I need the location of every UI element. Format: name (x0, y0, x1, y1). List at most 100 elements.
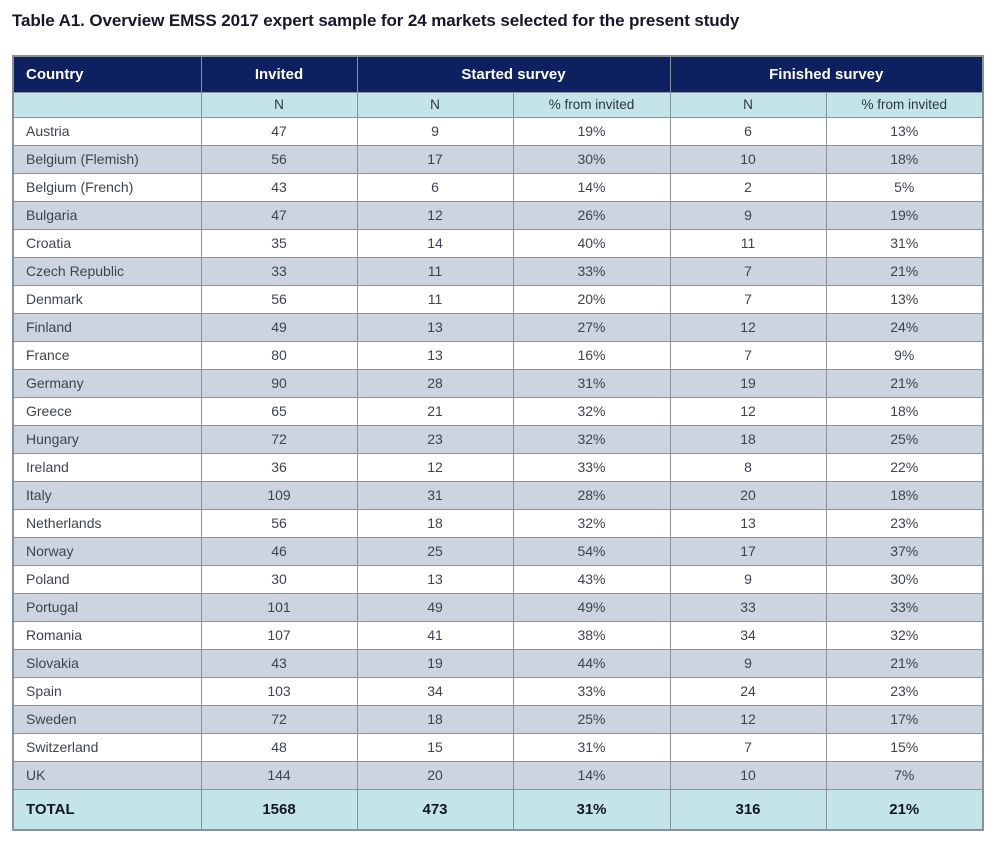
emss-expert-sample-table: Country Invited Started survey Finished … (12, 55, 984, 831)
invited-n-cell: 65 (200, 396, 358, 426)
started-pct-cell: 26% (512, 200, 671, 230)
invited-n-cell: 48 (200, 732, 358, 762)
country-cell: Germany (12, 368, 202, 398)
finished-pct-cell: 18% (825, 144, 984, 174)
table-row: Germany 90 28 31% 19 21% (12, 368, 984, 398)
country-cell: UK (12, 760, 202, 790)
finished-pct-cell: 19% (825, 200, 984, 230)
finished-pct-cell: 18% (825, 480, 984, 510)
finished-pct-cell: 18% (825, 396, 984, 426)
country-cell: Poland (12, 564, 202, 594)
finished-n-cell: 20 (669, 480, 827, 510)
started-n-cell: 12 (356, 200, 514, 230)
invited-n-cell: 72 (200, 424, 358, 454)
finished-pct-cell: 25% (825, 424, 984, 454)
started-n-cell: 15 (356, 732, 514, 762)
invited-n-cell: 109 (200, 480, 358, 510)
invited-n-cell: 47 (200, 116, 358, 146)
finished-pct-cell: 15% (825, 732, 984, 762)
finished-n-cell: 34 (669, 620, 827, 650)
header-invited: Invited (200, 55, 358, 93)
invited-n-cell: 43 (200, 648, 358, 678)
table-row: Italy 109 31 28% 20 18% (12, 480, 984, 510)
finished-n-cell: 24 (669, 676, 827, 706)
country-cell: Bulgaria (12, 200, 202, 230)
finished-pct-cell: 13% (825, 284, 984, 314)
started-n-cell: 23 (356, 424, 514, 454)
finished-n-cell: 13 (669, 508, 827, 538)
country-cell: Finland (12, 312, 202, 342)
started-pct-cell: 33% (512, 452, 671, 482)
table-row: Spain 103 34 33% 24 23% (12, 676, 984, 706)
finished-n-cell: 17 (669, 536, 827, 566)
invited-n-cell: 144 (200, 760, 358, 790)
country-cell: Norway (12, 536, 202, 566)
table-row: Switzerland 48 15 31% 7 15% (12, 732, 984, 762)
table-row: Austria 47 9 19% 6 13% (12, 116, 984, 146)
finished-pct-cell: 33% (825, 592, 984, 622)
total-started-pct-cell: 31% (512, 788, 671, 831)
table-row: Romania 107 41 38% 34 32% (12, 620, 984, 650)
group-header-row: Country Invited Started survey Finished … (12, 55, 984, 93)
started-n-cell: 9 (356, 116, 514, 146)
sub-header-row: N N % from invited N % from invited (12, 91, 984, 118)
total-finished-n-cell: 316 (669, 788, 827, 831)
invited-n-cell: 33 (200, 256, 358, 286)
finished-n-cell: 9 (669, 648, 827, 678)
invited-n-cell: 90 (200, 368, 358, 398)
finished-pct-cell: 23% (825, 508, 984, 538)
finished-pct-cell: 31% (825, 228, 984, 258)
started-pct-cell: 31% (512, 732, 671, 762)
started-pct-cell: 14% (512, 760, 671, 790)
started-n-cell: 14 (356, 228, 514, 258)
finished-n-cell: 33 (669, 592, 827, 622)
finished-n-cell: 6 (669, 116, 827, 146)
started-pct-cell: 43% (512, 564, 671, 594)
table-row: Norway 46 25 54% 17 37% (12, 536, 984, 566)
invited-n-cell: 103 (200, 676, 358, 706)
country-cell: France (12, 340, 202, 370)
table-title: Table A1. Overview EMSS 2017 expert samp… (12, 11, 740, 30)
started-pct-cell: 19% (512, 116, 671, 146)
finished-pct-cell: 17% (825, 704, 984, 734)
invited-n-cell: 56 (200, 144, 358, 174)
finished-n-cell: 10 (669, 144, 827, 174)
started-n-cell: 28 (356, 368, 514, 398)
table-row: Finland 49 13 27% 12 24% (12, 312, 984, 342)
table-row: Netherlands 56 18 32% 13 23% (12, 508, 984, 538)
started-n-cell: 11 (356, 256, 514, 286)
subheader-started-n: N (356, 91, 514, 118)
country-cell: Austria (12, 116, 202, 146)
table-row: Ireland 36 12 33% 8 22% (12, 452, 984, 482)
finished-n-cell: 18 (669, 424, 827, 454)
started-pct-cell: 30% (512, 144, 671, 174)
finished-n-cell: 12 (669, 312, 827, 342)
country-cell: Netherlands (12, 508, 202, 538)
invited-n-cell: 80 (200, 340, 358, 370)
total-finished-pct-cell: 21% (825, 788, 984, 831)
started-n-cell: 12 (356, 452, 514, 482)
invited-n-cell: 47 (200, 200, 358, 230)
finished-n-cell: 11 (669, 228, 827, 258)
started-pct-cell: 54% (512, 536, 671, 566)
table-row: Sweden 72 18 25% 12 17% (12, 704, 984, 734)
started-n-cell: 18 (356, 704, 514, 734)
started-pct-cell: 38% (512, 620, 671, 650)
header-finished-survey: Finished survey (669, 55, 984, 93)
started-pct-cell: 40% (512, 228, 671, 258)
started-pct-cell: 27% (512, 312, 671, 342)
country-cell: Greece (12, 396, 202, 426)
country-cell: Sweden (12, 704, 202, 734)
subheader-finished-pct: % from invited (825, 91, 984, 118)
started-n-cell: 34 (356, 676, 514, 706)
table-body: Austria 47 9 19% 6 13% Belgium (Flemish)… (12, 116, 984, 790)
started-pct-cell: 32% (512, 508, 671, 538)
total-label-cell: TOTAL (12, 788, 202, 831)
table-row: Slovakia 43 19 44% 9 21% (12, 648, 984, 678)
started-n-cell: 13 (356, 564, 514, 594)
country-cell: Belgium (Flemish) (12, 144, 202, 174)
started-n-cell: 18 (356, 508, 514, 538)
finished-n-cell: 9 (669, 564, 827, 594)
country-cell: Czech Republic (12, 256, 202, 286)
